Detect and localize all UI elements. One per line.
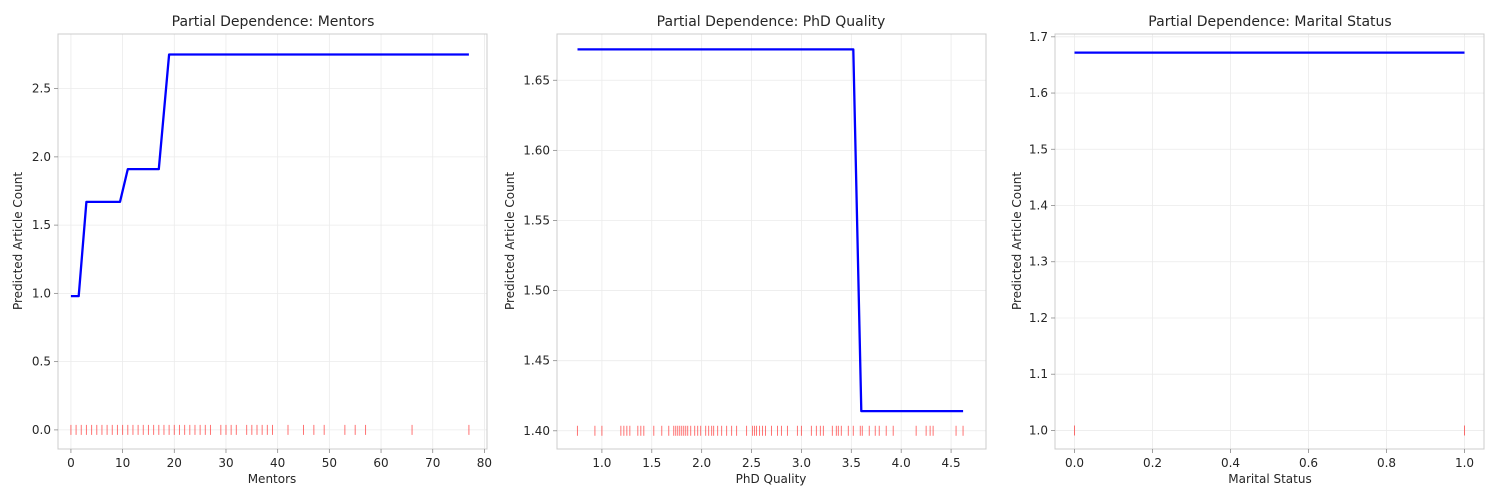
x-tick-label: 0 xyxy=(67,456,75,470)
chart-title: Partial Dependence: Marital Status xyxy=(1148,14,1391,30)
y-tick-label: 0.5 xyxy=(32,355,51,369)
x-tick-label: 30 xyxy=(218,456,233,470)
x-tick-label: 0.4 xyxy=(1221,456,1240,470)
x-tick-label: 3.5 xyxy=(842,456,861,470)
x-tick-label: 0.0 xyxy=(1065,456,1084,470)
x-tick-label: 0.2 xyxy=(1143,456,1162,470)
plot-frame xyxy=(1054,33,1485,450)
x-tick-label: 2.0 xyxy=(692,456,711,470)
y-tick-label: 1.55 xyxy=(523,213,550,227)
y-tick-label: 1.4 xyxy=(1029,199,1048,213)
y-tick-label: 1.0 xyxy=(32,286,51,300)
chart-title: Partial Dependence: PhD Quality xyxy=(657,14,886,30)
x-tick-label: 0.6 xyxy=(1299,456,1318,470)
partial-dependence-line xyxy=(577,48,964,413)
y-tick-label: 1.0 xyxy=(1029,423,1048,437)
x-tick-label: 4.0 xyxy=(892,456,911,470)
x-tick-label: 2.5 xyxy=(742,456,761,470)
y-axis-label: Predicted Article Count xyxy=(503,172,517,310)
y-axis-label: Predicted Article Count xyxy=(1010,172,1024,310)
rug-plot xyxy=(576,425,964,436)
x-tick-label: 4.5 xyxy=(942,456,961,470)
x-tick-label: 60 xyxy=(373,456,388,470)
y-tick-label: 1.7 xyxy=(1029,30,1048,44)
rug-plot xyxy=(70,424,470,435)
y-tick-label: 1.5 xyxy=(32,218,51,232)
x-axis-label: Mentors xyxy=(248,472,297,486)
x-tick-label: 1.0 xyxy=(592,456,611,470)
y-tick-label: 1.60 xyxy=(523,143,550,157)
y-tick-label: 1.3 xyxy=(1029,255,1048,269)
y-tick-label: 1.65 xyxy=(523,73,550,87)
partial-dependence-line xyxy=(70,53,469,298)
y-tick-label: 1.1 xyxy=(1029,367,1048,381)
x-tick-label: 80 xyxy=(477,456,492,470)
y-axis-label: Predicted Article Count xyxy=(11,172,25,310)
plot-frame xyxy=(556,33,987,450)
y-tick-label: 1.6 xyxy=(1029,86,1048,100)
y-tick-label: 1.45 xyxy=(523,354,550,368)
x-tick-label: 20 xyxy=(167,456,182,470)
plot-frame xyxy=(57,33,488,450)
x-axis-label: Marital Status xyxy=(1228,472,1311,486)
x-tick-label: 40 xyxy=(270,456,285,470)
y-tick-label: 2.0 xyxy=(32,150,51,164)
x-tick-label: 3.0 xyxy=(792,456,811,470)
panel-marital-status: Partial Dependence: Marital Status 0.0 0.… xyxy=(1010,14,1485,486)
x-tick-label: 10 xyxy=(115,456,130,470)
chart-title: Partial Dependence: Mentors xyxy=(172,14,375,30)
x-axis-label: PhD Quality xyxy=(736,472,807,486)
y-tick-label: 1.2 xyxy=(1029,311,1048,325)
rug-plot xyxy=(1074,425,1465,436)
x-tick-label: 0.8 xyxy=(1377,456,1396,470)
x-tick-label: 1.0 xyxy=(1455,456,1474,470)
y-tick-label: 2.5 xyxy=(32,82,51,96)
y-tick-label: 1.50 xyxy=(523,284,550,298)
panel-mentors: Partial Dependence: Mentors 0 10 20 30 40 50 6… xyxy=(11,14,492,486)
panel-phd-quality: Partial Dependence: PhD Quality 1.0 1.5 2.… xyxy=(503,14,987,486)
x-tick-label: 70 xyxy=(425,456,440,470)
x-tick-label: 50 xyxy=(322,456,337,470)
y-tick-label: 1.5 xyxy=(1029,142,1048,156)
x-tick-label: 1.5 xyxy=(642,456,661,470)
y-tick-label: 1.40 xyxy=(523,424,550,438)
y-tick-label: 0.0 xyxy=(32,423,51,437)
